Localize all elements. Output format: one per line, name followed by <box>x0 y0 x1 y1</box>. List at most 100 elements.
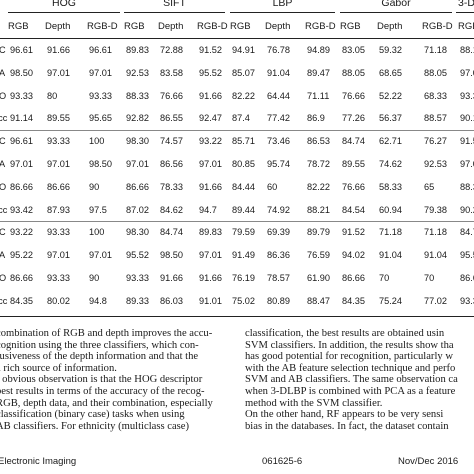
table-cell: 91.14 <box>10 113 33 124</box>
table-cell: 97.01 <box>47 250 70 261</box>
table-cell: 75.02 <box>232 295 255 306</box>
table-cell: 90.21 <box>460 204 474 215</box>
text-line: AB classifiers. For ethnicity (multiclas… <box>0 420 189 432</box>
column-subheader: RGB-D <box>422 21 453 32</box>
table-cell: 91.66 <box>199 181 222 192</box>
column-subheader: RGB <box>458 21 474 32</box>
table-row: O 86.66 93.33 90 93.33 91.66 91.66 76.19 78.57 61… <box>0 273 474 287</box>
text-line: has good potential for recognition, part… <box>245 351 453 363</box>
row-label: Acc <box>0 204 8 215</box>
table-cell: 95.52 <box>460 250 474 261</box>
column-subheader: Depth <box>158 21 184 32</box>
text-line: cognition using the three classifiers, w… <box>0 339 199 351</box>
group-underline <box>230 12 335 13</box>
table-cell: 76.78 <box>267 45 290 55</box>
table-cell: 71.18 <box>379 227 402 238</box>
table-cell: 75.24 <box>379 295 402 306</box>
footer-date: Nov/Dec 2016 <box>398 456 459 467</box>
table-cell: 98.30 <box>126 136 149 147</box>
table-cell: 88.21 <box>307 204 330 215</box>
table-cell: 83.58 <box>160 67 183 78</box>
group-header: HOG <box>52 0 76 9</box>
table-cell: 88.33 <box>460 181 474 192</box>
table-row: Acc91.14 89.55 95.65 92.82 86.55 92.47 87.4 77.… <box>0 113 474 127</box>
table-cell: 96.61 <box>89 45 112 55</box>
table-cell: 74.92 <box>267 204 290 215</box>
table-row: O 86.66 86.66 90 86.66 78.33 91.66 84.44 60 82.22… <box>0 182 474 196</box>
text-line: classification, the best results are obt… <box>245 328 445 339</box>
table-cell: 76.66 <box>342 181 365 192</box>
table-cell: 93.33 <box>47 136 70 147</box>
column-subheader: Depth <box>45 21 71 32</box>
text-line: method with the SVM classifier. <box>245 397 383 409</box>
table-cell: 76.27 <box>424 136 447 147</box>
table-cell: 98.50 <box>89 159 112 169</box>
table-row: A 97.01 97.01 98.50 97.01 86.56 97.01 80.85 95.7… <box>0 159 474 173</box>
column-subheader: RGB <box>340 21 361 32</box>
table-cell: 97.01 <box>89 250 112 261</box>
table-row: Acc84.3580.0294.889.3386.0391.0175.0280.… <box>0 296 474 310</box>
table-cell: 88.05 <box>342 67 365 78</box>
left-column: combination of RGB and depth improves th… <box>0 328 213 432</box>
table-cell: 84.74 <box>460 227 474 238</box>
table-cell: 91.66 <box>199 273 222 283</box>
table-cell: 97.01 <box>47 67 70 78</box>
table-cell: 74.62 <box>379 159 402 169</box>
table-cell: 70 <box>379 273 390 283</box>
table-cell: 96.61 <box>10 45 33 55</box>
table-cell: 92.53 <box>126 67 149 78</box>
group-underline <box>124 12 225 13</box>
table-cell: 92.82 <box>126 113 149 124</box>
table-cell: 93.33 <box>89 90 112 101</box>
table-cell: 88.05 <box>424 67 447 78</box>
row-label: O <box>0 273 7 283</box>
table-cell: 76.59 <box>307 250 330 261</box>
table-cell: 100 <box>89 227 105 238</box>
table-subheader: RGB Depth RGB-D RGB Depth RGB-D RGB Depth RGB-D R… <box>0 21 474 35</box>
table-cell: 87.02 <box>126 204 149 215</box>
table-cell: 72.88 <box>160 45 183 55</box>
row-label: A <box>0 159 6 169</box>
table-cell: 97.5 <box>89 204 107 215</box>
table-cell: 89.55 <box>342 159 365 169</box>
table-cell: 92.47 <box>199 113 222 124</box>
table-cell: 93.33 <box>460 90 474 101</box>
column-subheader: RGB-D <box>87 21 118 32</box>
table-cell: 91.01 <box>199 295 222 306</box>
table-cell: 91.52 <box>460 136 474 147</box>
table-cell: 86.53 <box>307 136 330 147</box>
table-cell: 59.32 <box>379 45 402 55</box>
table-cell: 80.89 <box>267 295 290 306</box>
table-cell: 84.44 <box>232 181 255 192</box>
table-cell: 77.26 <box>342 113 365 124</box>
table-cell: 84.35 <box>10 295 33 306</box>
table-cell: 96.61 <box>10 136 33 147</box>
table-cell: 86.66 <box>10 181 33 192</box>
table-cell: 85.07 <box>232 67 255 78</box>
table-cell: 86.66 <box>342 273 365 283</box>
row-label: C <box>0 136 6 147</box>
column-subheader: Depth <box>377 21 403 32</box>
group-underline <box>8 12 120 13</box>
table-cell: 61.90 <box>307 273 330 283</box>
table-group-header: HOG SIFT LBP Gabor 3-DL <box>0 0 474 14</box>
table-row: O 93.33 80 93.33 88.33 76.66 91.66 82.22 64.44 71… <box>0 91 474 105</box>
table-cell: 89.83 <box>199 227 222 238</box>
text-line: a rich source of information. <box>0 362 117 374</box>
text-line: On the other hand, RF appears to be very… <box>245 409 444 421</box>
table-cell: 100 <box>89 136 105 147</box>
column-subheader: RGB <box>124 21 145 32</box>
column-subheader: RGB <box>230 21 251 32</box>
table-cell: 70 <box>424 273 435 283</box>
table-cell: 86.56 <box>160 159 183 169</box>
table-cell: 69.39 <box>267 227 290 238</box>
row-label: C <box>0 227 6 238</box>
table-cell: 84.62 <box>160 204 183 215</box>
row-label: A <box>0 250 6 261</box>
footer-article-id: 061625-6 <box>262 456 303 467</box>
table-cell: 77.42 <box>267 113 290 124</box>
group-underline <box>456 12 474 13</box>
table-cell: 73.46 <box>267 136 290 147</box>
row-label: C <box>0 45 6 55</box>
table-cell: 80.02 <box>47 295 70 306</box>
